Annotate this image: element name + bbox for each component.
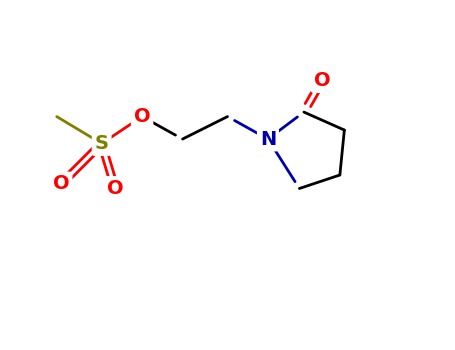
- Text: N: N: [260, 130, 276, 148]
- Text: S: S: [95, 134, 109, 153]
- Text: O: O: [53, 175, 70, 194]
- Text: O: O: [107, 179, 123, 198]
- Text: O: O: [313, 71, 330, 90]
- Text: O: O: [134, 107, 151, 126]
